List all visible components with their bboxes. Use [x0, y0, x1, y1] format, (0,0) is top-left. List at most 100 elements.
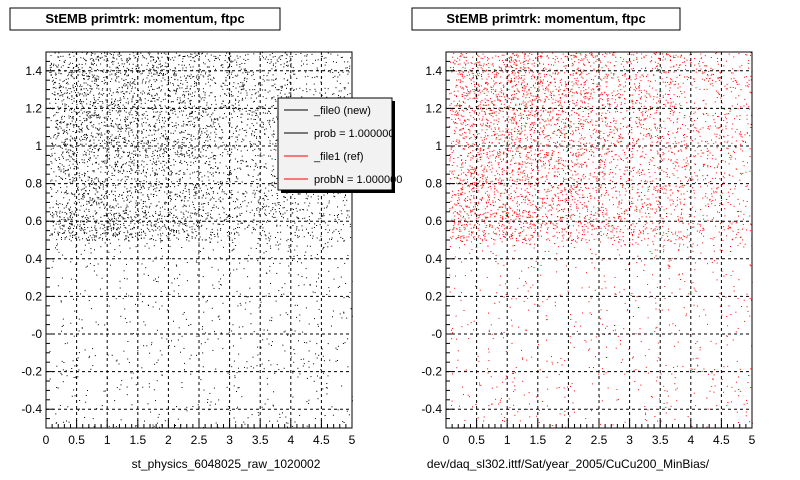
- data-point: [68, 63, 70, 65]
- data-point: [128, 131, 130, 133]
- data-point: [74, 168, 75, 170]
- data-point: [148, 196, 150, 198]
- data-point: [169, 214, 171, 216]
- data-point: [83, 196, 85, 198]
- data-point: [296, 245, 298, 247]
- data-point: [143, 273, 145, 275]
- data-point: [50, 74, 52, 76]
- data-point: [107, 226, 109, 228]
- data-point: [134, 110, 136, 112]
- data-point: [219, 126, 221, 128]
- data-point: [215, 58, 217, 59]
- data-point: [236, 372, 238, 374]
- data-point: [199, 96, 201, 98]
- data-point: [241, 155, 243, 157]
- data-point: [187, 211, 189, 213]
- data-point: [237, 167, 239, 169]
- data-point: [215, 200, 217, 202]
- data-point: [71, 137, 73, 139]
- data-point: [113, 199, 114, 201]
- data-point: [84, 192, 86, 194]
- data-point: [275, 87, 276, 89]
- data-point: [116, 118, 118, 120]
- data-point: [182, 114, 183, 116]
- data-point: [87, 201, 89, 203]
- data-point: [87, 79, 89, 81]
- data-point: [240, 206, 242, 208]
- data-point: [266, 79, 268, 81]
- data-point: [330, 53, 332, 55]
- data-point: [306, 425, 308, 427]
- data-point: [97, 117, 99, 118]
- data-point: [249, 287, 251, 289]
- data-point: [105, 155, 107, 157]
- data-point: [160, 133, 162, 134]
- data-point: [69, 57, 71, 58]
- data-point: [187, 149, 189, 151]
- data-point: [77, 376, 79, 378]
- data-point: [83, 229, 85, 231]
- data-point: [313, 193, 314, 195]
- data-point: [73, 153, 74, 155]
- data-point: [146, 130, 147, 132]
- data-point: [203, 311, 205, 313]
- data-point: [226, 193, 228, 195]
- data-point: [120, 99, 122, 101]
- data-point: [111, 354, 113, 356]
- data-point: [227, 197, 229, 199]
- data-point: [248, 224, 250, 226]
- data-point: [73, 389, 75, 391]
- data-point: [131, 98, 133, 100]
- data-point: [254, 165, 256, 167]
- data-point: [292, 212, 294, 214]
- data-point: [269, 420, 271, 422]
- data-point: [95, 100, 97, 102]
- data-point: [215, 133, 217, 135]
- data-point: [246, 92, 248, 94]
- data-point: [84, 134, 86, 135]
- data-point: [102, 161, 104, 163]
- data-point: [69, 109, 71, 111]
- data-point: [175, 93, 177, 95]
- data-point: [98, 186, 100, 188]
- data-point: [210, 71, 211, 73]
- data-point: [169, 69, 171, 71]
- data-point: [72, 230, 74, 232]
- data-point: [281, 294, 283, 296]
- data-point: [122, 128, 124, 129]
- data-point: [75, 177, 77, 179]
- data-point: [169, 211, 171, 213]
- data-point: [214, 82, 216, 84]
- data-point: [305, 307, 307, 309]
- data-point: [302, 331, 304, 333]
- data-point: [61, 219, 63, 220]
- data-point: [113, 146, 115, 148]
- data-point: [145, 154, 147, 156]
- data-point: [115, 187, 117, 189]
- data-point: [104, 390, 106, 392]
- data-point: [206, 104, 208, 106]
- data-point: [309, 340, 311, 342]
- data-point: [183, 204, 185, 206]
- data-point: [133, 55, 135, 57]
- data-point: [98, 76, 100, 78]
- data-point: [154, 104, 156, 106]
- data-point: [191, 112, 193, 114]
- data-point: [231, 151, 233, 153]
- data-point: [71, 96, 73, 98]
- data-point: [138, 119, 140, 121]
- data-point: [94, 110, 96, 112]
- data-point: [135, 117, 137, 119]
- data-point: [215, 206, 217, 208]
- data-point: [117, 179, 119, 181]
- data-point: [316, 343, 318, 345]
- data-point: [253, 100, 255, 102]
- data-point: [274, 202, 276, 204]
- data-point: [271, 341, 273, 343]
- data-point: [190, 103, 191, 105]
- data-point: [129, 190, 131, 192]
- data-point: [179, 132, 181, 134]
- data-point: [318, 273, 320, 275]
- data-point: [160, 90, 162, 92]
- data-point: [114, 161, 116, 163]
